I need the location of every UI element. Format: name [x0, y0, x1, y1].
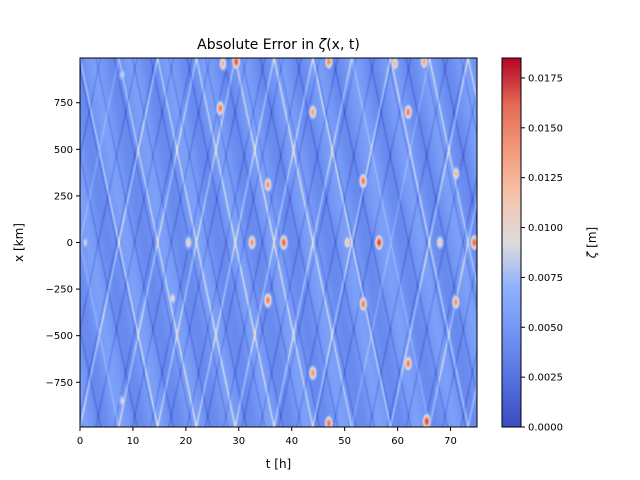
y-tick-label: −250 [46, 285, 73, 296]
colorbar-tick-label: 0.0100 [528, 223, 563, 234]
x-tick-label: 10 [127, 436, 140, 447]
chart-title: Absolute Error in ζ(x, t) [197, 37, 360, 53]
colorbar: 0.0000 0.0025 0.0050 0.0075 0.0100 0.0125 0.01… [501, 57, 599, 434]
y-tick-label: 250 [54, 191, 73, 202]
colorbar-gradient [501, 57, 522, 428]
colorbar-tick-label: 0.0000 [528, 423, 563, 434]
x-tick-label: 0 [77, 436, 83, 447]
y-tick-label: −750 [46, 378, 73, 389]
x-axis: 0 10 20 30 40 50 60 70 [77, 427, 457, 447]
x-tick-label: 60 [391, 436, 404, 447]
y-tick-label: 750 [54, 98, 73, 109]
colorbar-tick-label: 0.0075 [528, 273, 563, 284]
x-tick-label: 30 [232, 436, 245, 447]
x-tick-label: 70 [444, 436, 457, 447]
y-axis-label: x [km] [12, 223, 26, 262]
y-tick-label: −500 [46, 331, 73, 342]
heatmap-plot-area [79, 57, 478, 428]
y-axis: −750 −500 −250 0 250 500 750 [46, 98, 80, 389]
x-axis-label: t [h] [266, 457, 292, 471]
x-tick-label: 50 [338, 436, 351, 447]
colorbar-label: ζ [m] [585, 227, 599, 259]
colorbar-tick-label: 0.0025 [528, 373, 563, 384]
y-tick-label: 0 [67, 238, 73, 249]
x-tick-label: 20 [179, 436, 192, 447]
colorbar-tick-label: 0.0050 [528, 323, 563, 334]
y-tick-label: 500 [54, 145, 73, 156]
colorbar-tick-label: 0.0125 [528, 173, 563, 184]
heatmap-image [80, 58, 477, 427]
colorbar-tick-label: 0.0150 [528, 123, 563, 134]
colorbar-axis: 0.0000 0.0025 0.0050 0.0075 0.0100 0.0125 0.01… [521, 73, 563, 434]
colorbar-tick-label: 0.0175 [528, 73, 563, 84]
x-tick-label: 40 [285, 436, 298, 447]
